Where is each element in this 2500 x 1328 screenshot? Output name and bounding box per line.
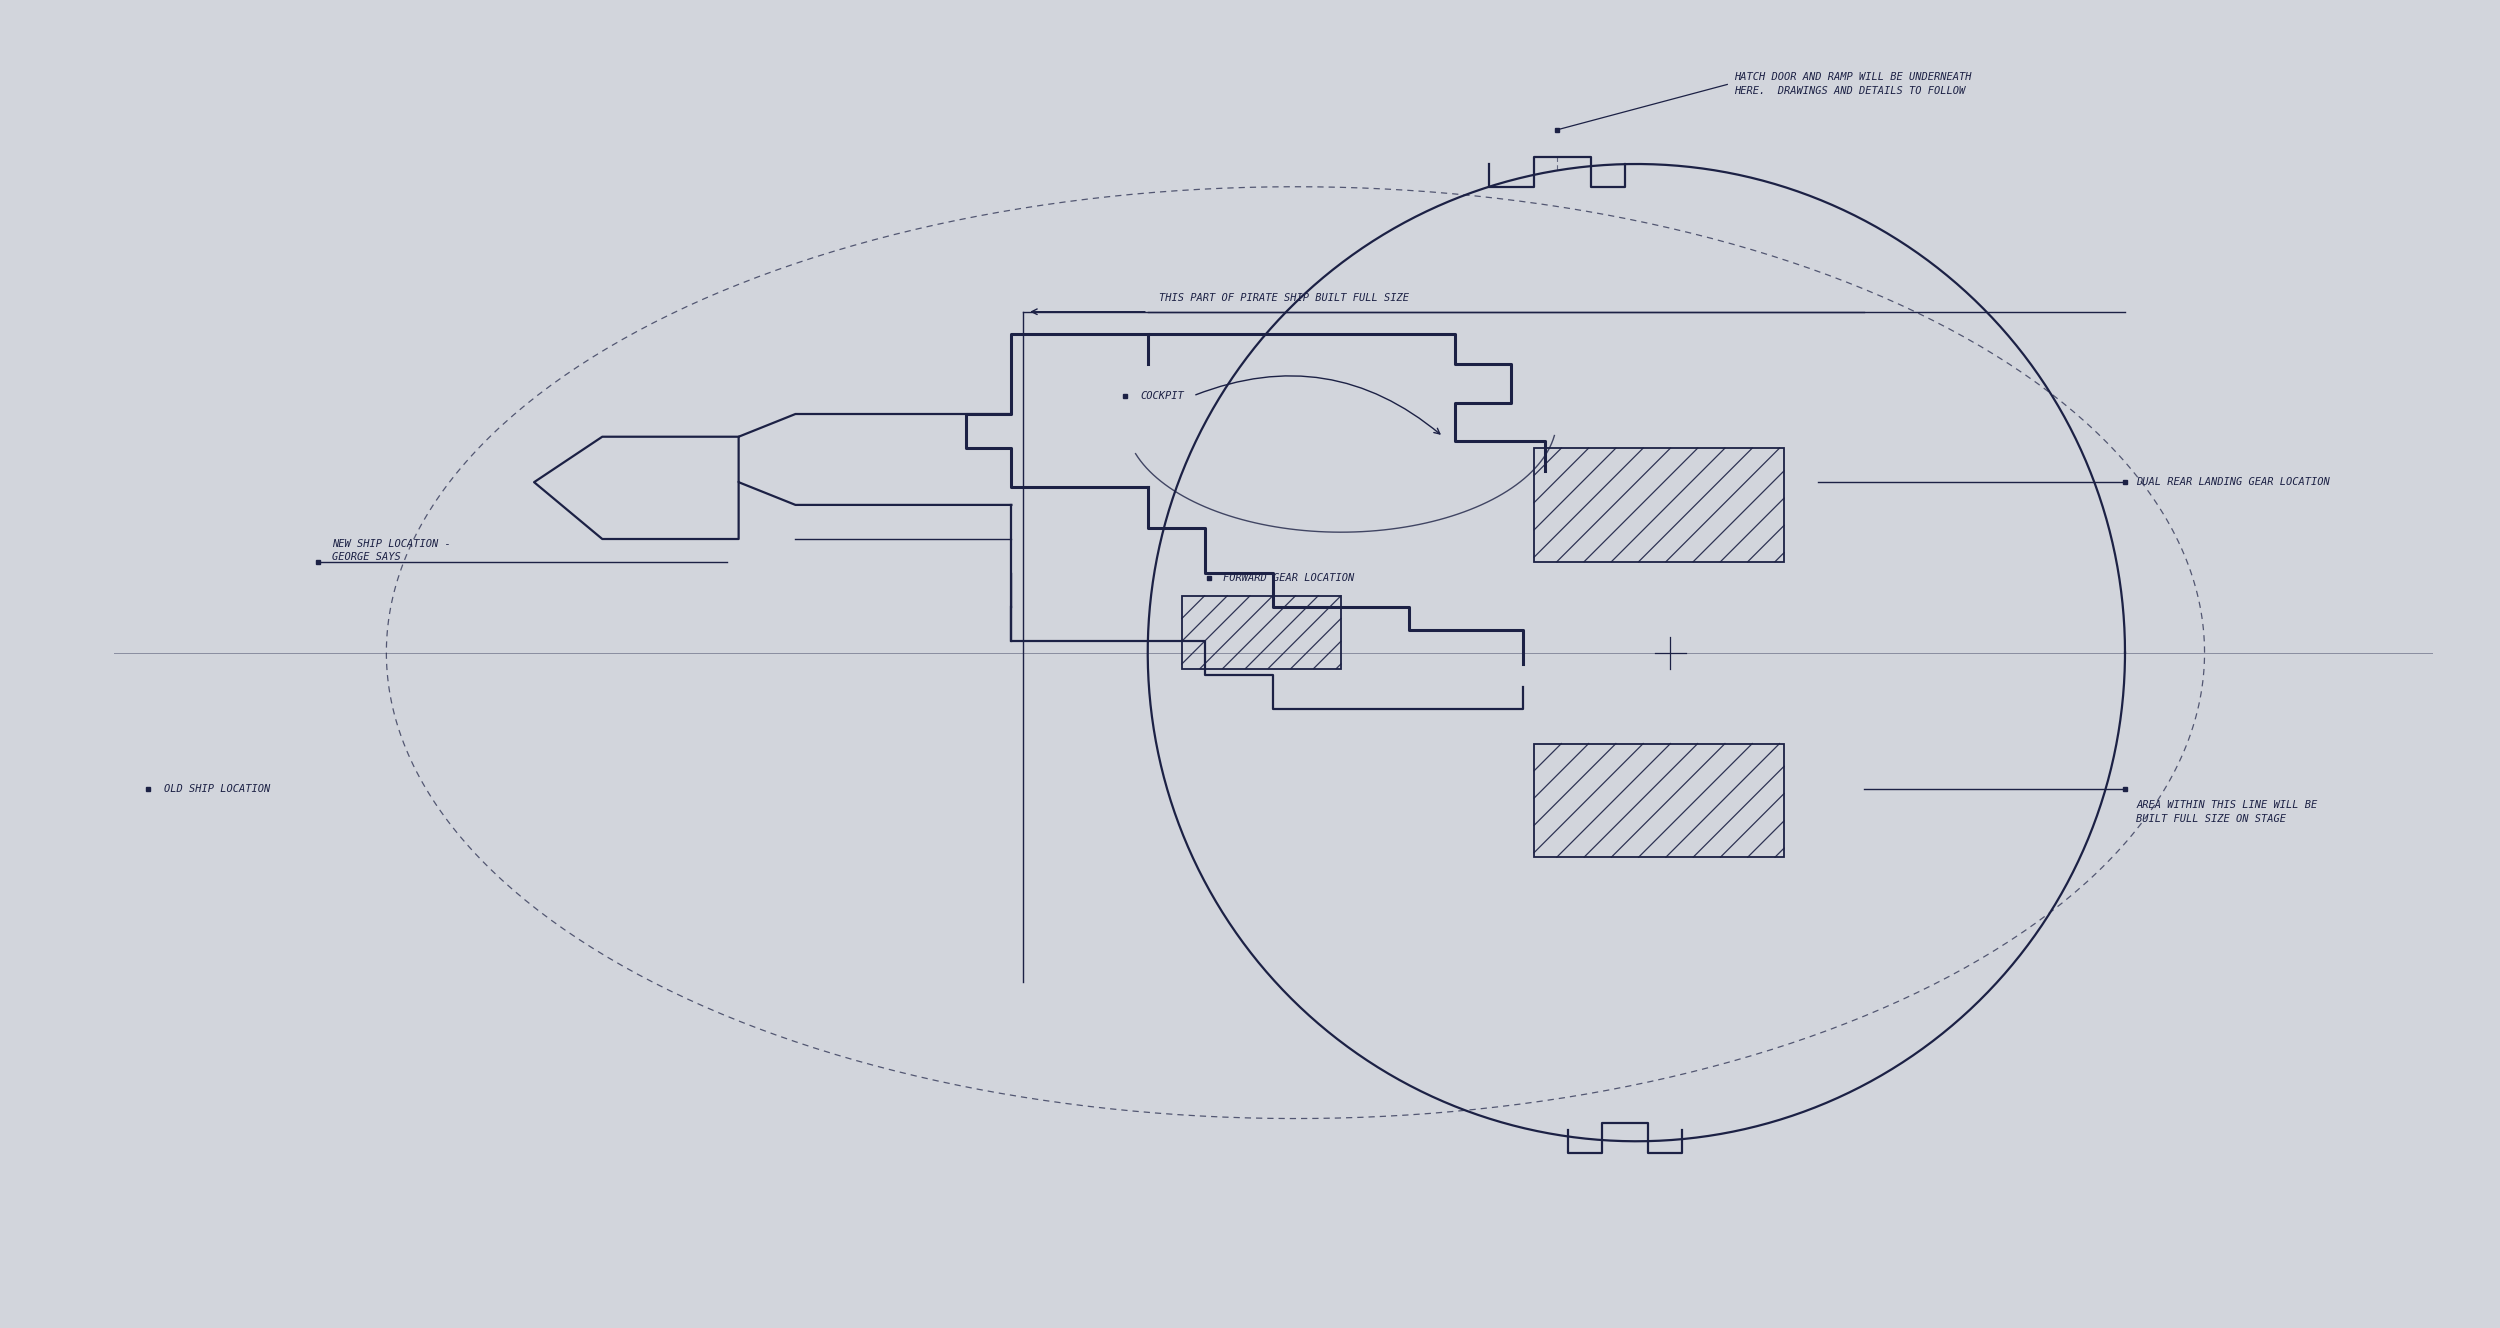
Bar bbox=[1535, 744, 1785, 857]
Bar bbox=[1535, 448, 1785, 562]
Text: HATCH DOOR AND RAMP WILL BE UNDERNEATH
HERE.  DRAWINGS AND DETAILS TO FOLLOW: HATCH DOOR AND RAMP WILL BE UNDERNEATH H… bbox=[1735, 72, 1972, 96]
Text: OLD SHIP LOCATION: OLD SHIP LOCATION bbox=[162, 784, 270, 794]
Text: DUAL REAR LANDING GEAR LOCATION: DUAL REAR LANDING GEAR LOCATION bbox=[2138, 477, 2330, 487]
Text: FORWARD GEAR LOCATION: FORWARD GEAR LOCATION bbox=[1222, 572, 1355, 583]
Text: AREA WITHIN THIS LINE WILL BE
BUILT FULL SIZE ON STAGE: AREA WITHIN THIS LINE WILL BE BUILT FULL… bbox=[2138, 801, 2318, 825]
Text: COCKPIT: COCKPIT bbox=[1140, 390, 1185, 401]
Text: THIS PART OF PIRATE SHIP BUILT FULL SIZE: THIS PART OF PIRATE SHIP BUILT FULL SIZE bbox=[1160, 292, 1410, 303]
Bar bbox=[1182, 596, 1340, 668]
Text: NEW SHIP LOCATION -
GEORGE SAYS: NEW SHIP LOCATION - GEORGE SAYS bbox=[332, 539, 450, 562]
